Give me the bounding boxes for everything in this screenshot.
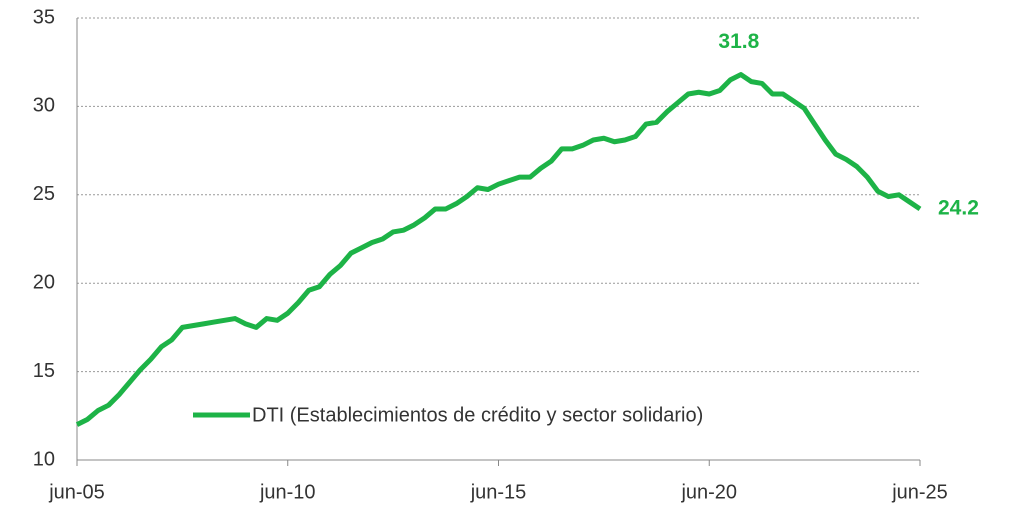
y-tick-label: 35 xyxy=(33,6,55,28)
y-tick-label: 30 xyxy=(33,95,55,117)
y-tick-label: 25 xyxy=(33,183,55,205)
x-tick-label: jun-20 xyxy=(680,481,737,503)
legend-label: DTI (Establecimientos de crédito y secto… xyxy=(252,404,703,426)
x-tick-label: jun-25 xyxy=(891,481,948,503)
y-tick-label: 10 xyxy=(33,448,55,470)
x-tick-label: jun-10 xyxy=(259,481,316,503)
x-tick-label: jun-15 xyxy=(470,481,527,503)
x-tick-label: jun-05 xyxy=(48,481,105,503)
y-tick-label: 15 xyxy=(33,360,55,382)
y-tick-label: 20 xyxy=(33,271,55,293)
data-line xyxy=(75,72,922,427)
data-label: 31.8 xyxy=(718,30,759,53)
data-label: 24.2 xyxy=(938,196,979,219)
